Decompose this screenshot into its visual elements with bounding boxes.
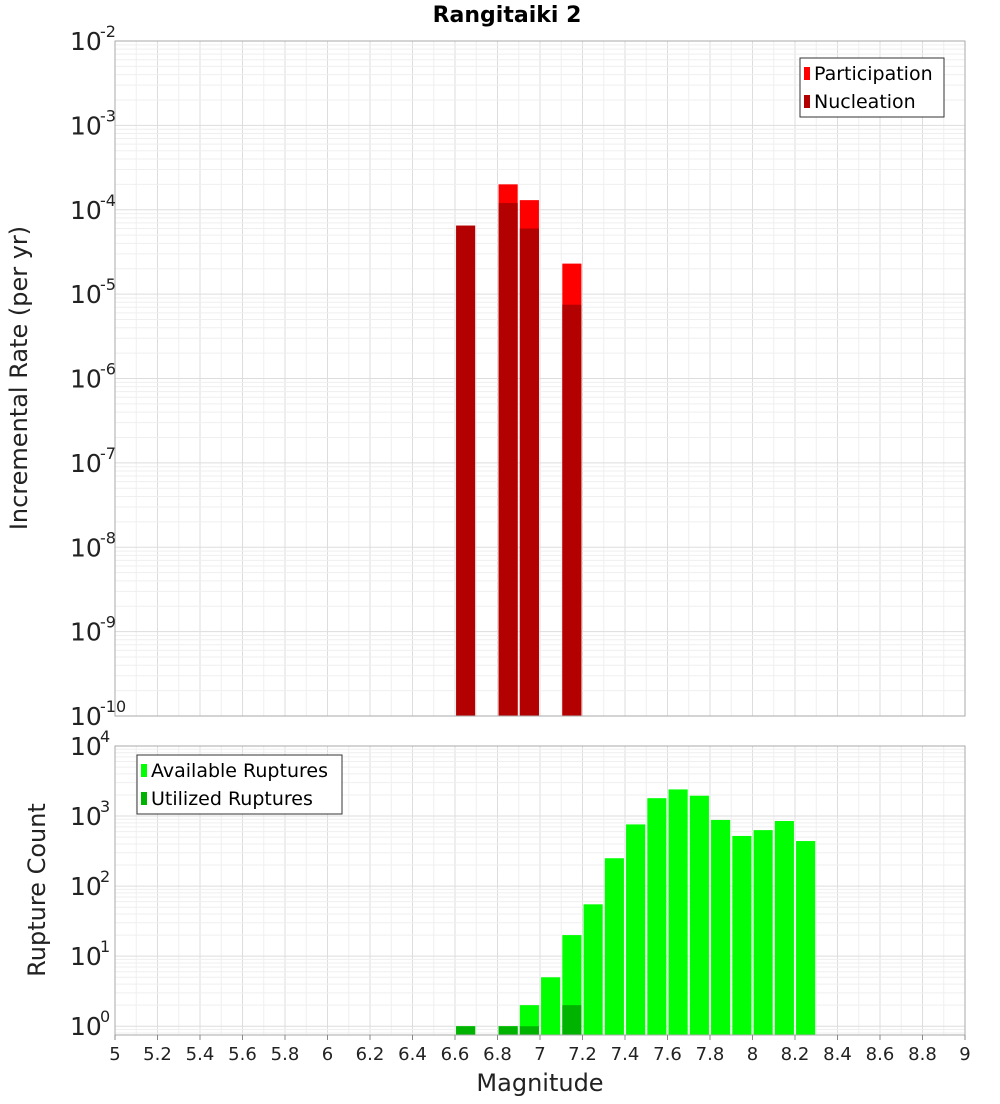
x-tick-label: 7.8 [696,1044,725,1065]
panel-rate: 10-210-310-410-510-610-710-810-910-10Par… [70,22,966,731]
x-tick-label: 5.8 [271,1044,300,1065]
x-tick-label: 6.8 [483,1044,512,1065]
y-tick-exponent: -7 [100,444,116,463]
bar-available-ruptures [796,841,816,1035]
x-axis-label: Magnitude [476,1069,603,1097]
y-tick-exponent: 0 [100,1007,110,1026]
x-tick-label: 5 [109,1044,120,1065]
y-tick-exponent: -9 [100,613,116,632]
bar-available-ruptures [689,795,709,1035]
bar-nucleation [519,228,539,716]
bottom-y-axis-label: Rupture Count [23,803,51,977]
plot-frame [114,40,966,717]
y-tick-exponent: -8 [100,528,116,547]
x-tick-label: 6 [322,1044,333,1065]
y-tick-exponent: -2 [100,22,116,41]
bar-available-ruptures [732,835,752,1035]
x-tick-label: 5.6 [228,1044,257,1065]
x-tick-label: 9 [959,1044,970,1065]
bar-available-ruptures [774,821,794,1035]
legend-swatch [804,67,810,80]
chart-title: Rangitaiki 2 [433,3,582,28]
y-tick-label: 10 [70,1012,102,1041]
x-tick-label: 6.6 [441,1044,470,1065]
y-tick-label: 10 [70,872,102,901]
legend-swatch [804,95,810,108]
x-tick-label: 7.2 [568,1044,597,1065]
y-tick-label: 10 [70,365,102,394]
bar-available-ruptures [711,819,731,1035]
y-tick-exponent: 3 [100,797,110,816]
bar-nucleation [562,304,582,716]
bar-available-ruptures [668,789,688,1035]
x-tick-label: 7.4 [611,1044,640,1065]
x-tick-label: 8.6 [866,1044,895,1065]
x-tick-label: 5.2 [143,1044,172,1065]
y-tick-label: 10 [70,618,102,647]
legend-entry: Available Ruptures [151,760,328,782]
legend-box [136,754,343,815]
bar-available-ruptures [604,858,624,1035]
y-tick-label: 10 [70,280,102,309]
bar-utilized-ruptures [498,1026,518,1035]
y-tick-exponent: -3 [100,106,116,125]
y-tick-label: 10 [70,702,102,731]
x-tick-label: 7.6 [653,1044,682,1065]
y-tick-exponent: -4 [100,191,116,210]
legend-entry: Participation [814,63,933,85]
y-tick-label: 10 [70,196,102,225]
x-tick-label: 8 [747,1044,758,1065]
y-tick-exponent: 4 [100,727,110,746]
bar-nucleation [498,203,518,716]
y-tick-label: 10 [70,449,102,478]
y-tick-label: 10 [70,802,102,831]
y-tick-label: 10 [70,27,102,56]
y-tick-exponent: 2 [100,867,110,886]
y-tick-label: 10 [70,942,102,971]
x-tick-label: 8.8 [908,1044,937,1065]
y-tick-label: 10 [70,732,102,761]
x-tick-label: 8.4 [823,1044,852,1065]
y-tick-exponent: 1 [100,937,110,956]
y-tick-label: 10 [70,111,102,140]
x-tick-label: 6.4 [398,1044,427,1065]
y-tick-label: 10 [70,533,102,562]
bar-available-ruptures [626,824,646,1035]
x-tick-label: 8.2 [781,1044,810,1065]
legend: Participation Nucleation [799,57,945,118]
bar-utilized-ruptures [456,1026,476,1035]
y-tick-exponent: -5 [100,275,116,294]
legend-entry: Nucleation [814,91,916,113]
legend-swatch [141,792,147,805]
legend-entry: Utilized Ruptures [151,788,313,810]
bar-available-ruptures [541,977,561,1035]
x-tick-label: 7 [534,1044,545,1065]
bar-available-ruptures [583,904,603,1035]
x-tick-label: 6.2 [356,1044,385,1065]
legend: Available Ruptures Utilized Ruptures [136,754,343,815]
legend-box [799,57,945,118]
bar-available-ruptures [753,830,773,1035]
x-tick-label: 5.4 [186,1044,215,1065]
bar-utilized-ruptures [562,1005,582,1035]
y-tick-exponent: -6 [100,360,116,379]
legend-swatch [141,764,147,777]
bar-utilized-ruptures [519,1026,539,1035]
bar-available-ruptures [647,798,667,1035]
bar-nucleation [456,225,476,716]
y-tick-exponent: -10 [100,697,126,716]
top-y-axis-label: Incremental Rate (per yr) [5,226,33,530]
